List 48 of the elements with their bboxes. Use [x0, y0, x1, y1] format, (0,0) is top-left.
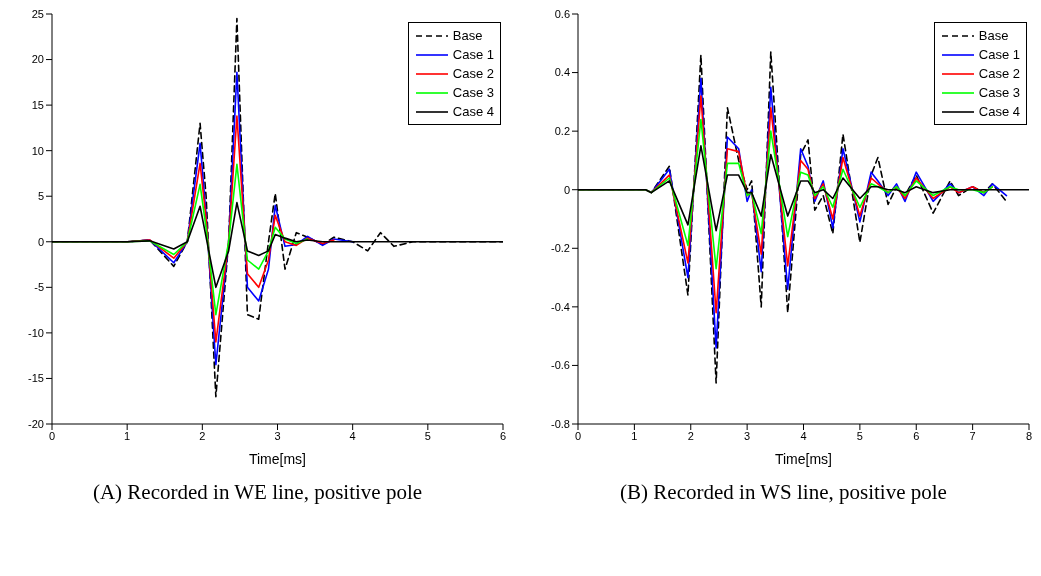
legend-label: Case 2: [452, 65, 494, 83]
legend-label: Case 3: [978, 84, 1020, 102]
y-tick-label: 10: [31, 144, 44, 157]
legend-label: Case 3: [452, 84, 494, 102]
legend-label: Case 1: [452, 46, 494, 64]
y-tick-label: -15: [28, 372, 44, 385]
legend-label: Base: [452, 27, 483, 45]
text: (B) Recorded in WS line, positive pole: [619, 480, 948, 505]
x-axis-title: Time[ms]: [248, 451, 307, 467]
y-tick-label: -0.6: [551, 359, 570, 372]
x-tick-label: 7: [969, 429, 976, 442]
text: (A) Recorded in WE line, positive pole: [92, 480, 423, 505]
y-tick-label: -0.4: [551, 300, 570, 313]
y-tick-label: -0.8: [551, 417, 570, 430]
y-tick-label: 25: [31, 7, 44, 20]
x-tick-label: 8: [1025, 429, 1033, 442]
y-tick-label: 0.2: [554, 125, 570, 138]
x-tick-label: 5: [424, 429, 431, 442]
x-tick-label: 6: [913, 429, 920, 442]
x-tick-label: 6: [499, 429, 507, 442]
x-tick-label: 1: [631, 429, 638, 442]
y-tick-label: 0: [37, 235, 44, 248]
x-tick-label: 0: [574, 429, 582, 442]
y-tick-label: 0: [563, 183, 570, 196]
y-tick-label: 0.4: [554, 66, 570, 79]
y-tick-label: -5: [34, 281, 44, 294]
y-tick-label: -10: [28, 326, 44, 339]
x-tick-label: 4: [349, 429, 356, 442]
legend-label: Case 4: [452, 103, 494, 121]
x-tick-label: 3: [744, 429, 751, 442]
legend-label: Case 4: [978, 103, 1020, 121]
legend-label: Case 2: [978, 65, 1020, 83]
y-tick-label: 20: [31, 53, 44, 66]
y-tick-label: 5: [37, 190, 44, 203]
legend-label: Case 1: [978, 46, 1020, 64]
y-tick-label: 0.6: [554, 7, 570, 20]
x-tick-label: 5: [856, 429, 863, 442]
legend-label: Base: [978, 27, 1009, 45]
y-tick-label: -0.2: [551, 242, 570, 255]
y-tick-label: 15: [31, 99, 44, 112]
y-tick-label: -20: [28, 417, 44, 430]
x-tick-label: 3: [274, 429, 281, 442]
x-tick-label: 4: [800, 429, 807, 442]
x-tick-label: 2: [687, 429, 694, 442]
x-axis-title: Time[ms]: [774, 451, 833, 467]
x-tick-label: 2: [199, 429, 206, 442]
x-tick-label: 1: [124, 429, 131, 442]
x-tick-label: 0: [48, 429, 56, 442]
